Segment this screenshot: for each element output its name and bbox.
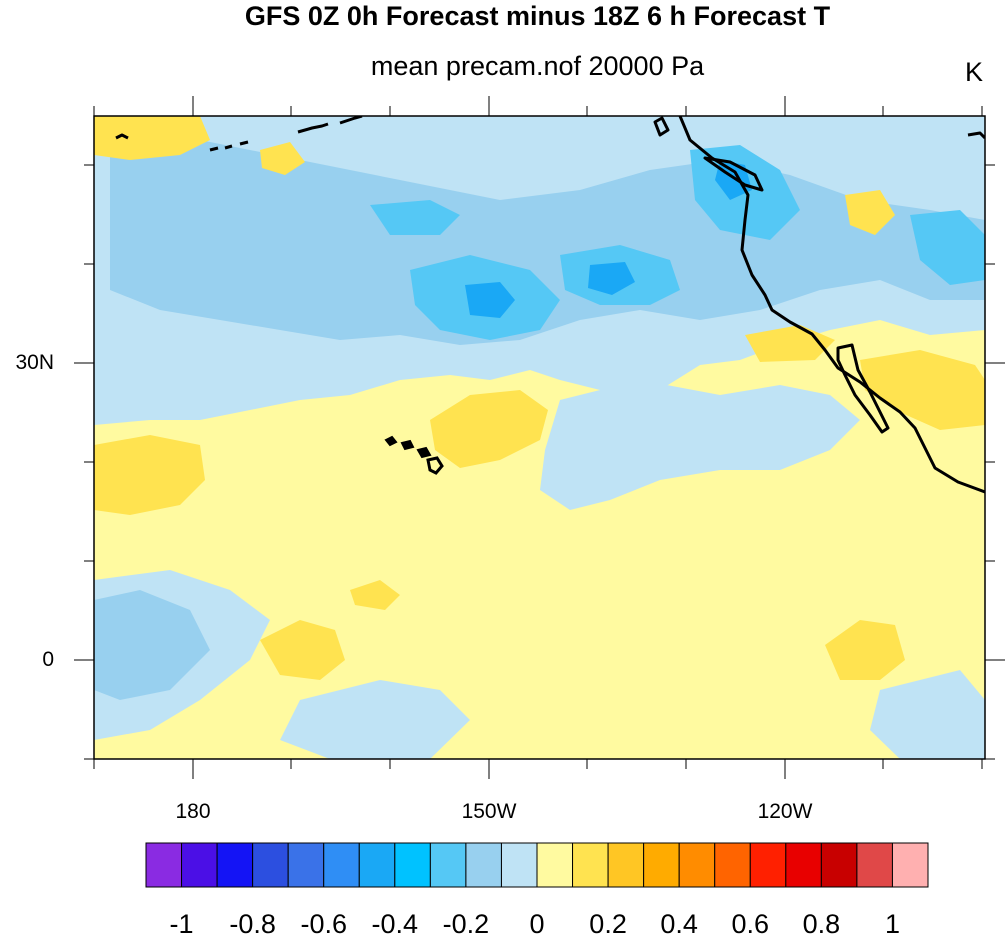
colorbar-box: [536, 842, 574, 888]
hawaii-maui: [416, 446, 432, 459]
field-warm-baja: [860, 350, 985, 430]
colorbar-box: [856, 842, 893, 888]
plot-frame: [74, 96, 1005, 779]
colorbar-tick-label: 1: [884, 909, 900, 939]
colorbar-tick-label: -0.8: [229, 909, 276, 939]
colorbar-box: [323, 842, 360, 888]
lon-tick-label: 150W: [461, 800, 517, 823]
colorbar-box: [500, 842, 538, 888]
chart-title: GFS 0Z 0h Forecast minus 18Z 6 h Forecas…: [244, 1, 831, 31]
field-blue-d: [910, 210, 985, 285]
field-blue-e: [370, 200, 460, 235]
colorbar-box: [252, 842, 289, 888]
colorbar-box: [216, 842, 254, 888]
colorbar-tick-label: 0.2: [589, 909, 627, 939]
colorbar-tick-label: -0.6: [300, 909, 347, 939]
field-mid-blue-sw: [94, 590, 210, 700]
colorbar-box: [429, 842, 467, 888]
field-cold-patch-center: [540, 380, 860, 510]
lon-tick-label: 120W: [757, 800, 813, 823]
field-deep-blue-a: [465, 282, 515, 318]
colorbar-box: [714, 842, 751, 888]
field-layer: [94, 116, 985, 759]
colorbar-box: [287, 842, 325, 888]
lat-tick-label: 0: [42, 648, 54, 671]
colorbar-tick-label: 0.8: [802, 909, 841, 939]
field-warm-nw: [94, 116, 210, 160]
colorbar-tick-label: 0: [529, 909, 545, 939]
field-warm-s: [350, 580, 400, 610]
colorbar-box: [394, 842, 431, 888]
hawaii-big-island: [426, 456, 444, 475]
colorbar-box: [145, 842, 183, 888]
units-label: K: [964, 57, 983, 87]
colorbar: [145, 842, 929, 888]
field-warm-west: [94, 435, 205, 515]
coastline-aleutian-a: [297, 122, 329, 134]
hawaii-oahu: [400, 439, 415, 451]
colorbar-tick-label: -1: [169, 909, 194, 939]
plot-border: [93, 115, 986, 760]
hawaii-islands: [384, 435, 444, 475]
field-warm-ne: [260, 142, 305, 175]
colorbar-box: [358, 842, 396, 888]
colorbar-box: [181, 842, 218, 888]
colorbar-box: [607, 842, 645, 888]
coastline-island-ne: [967, 131, 985, 140]
hawaii-kauai: [384, 435, 398, 447]
colorbar-tick-label: -0.4: [371, 909, 419, 939]
colorbar-box: [572, 842, 609, 888]
coastline-west-islet: [115, 133, 129, 140]
colorbar-tick-label: 0.6: [731, 909, 770, 939]
chart-subtitle: mean precam.nof 20000 Pa: [370, 51, 705, 81]
field-cold-patch-e: [870, 670, 985, 759]
coastline-puget: [703, 156, 764, 192]
lat-tick-label: 30N: [15, 351, 54, 374]
field-warm-se: [825, 620, 905, 680]
coastline-aleutian-c: [209, 140, 249, 152]
colorbar-box: [643, 842, 680, 888]
colorbar-box: [749, 842, 787, 888]
field-warm-hawaii: [430, 390, 548, 468]
colorbar-box: [785, 842, 822, 888]
field-warm-sw: [260, 620, 345, 680]
field-warm-north: [845, 190, 895, 235]
colorbar-tick-label: 0.4: [660, 909, 698, 939]
field-cold-patch-s: [280, 680, 470, 759]
colorbar-box: [820, 842, 858, 888]
colorbar-box: [891, 842, 929, 888]
colorbar-box: [465, 842, 502, 888]
coastline-island-nw: [653, 116, 670, 137]
coastline-baja: [836, 343, 890, 434]
coastlines: [115, 116, 985, 494]
colorbar-tick-label: -0.2: [442, 909, 490, 939]
lon-tick-label: 180: [175, 800, 211, 823]
colorbar-box: [678, 842, 716, 888]
field-deep-blue-b: [588, 262, 635, 295]
